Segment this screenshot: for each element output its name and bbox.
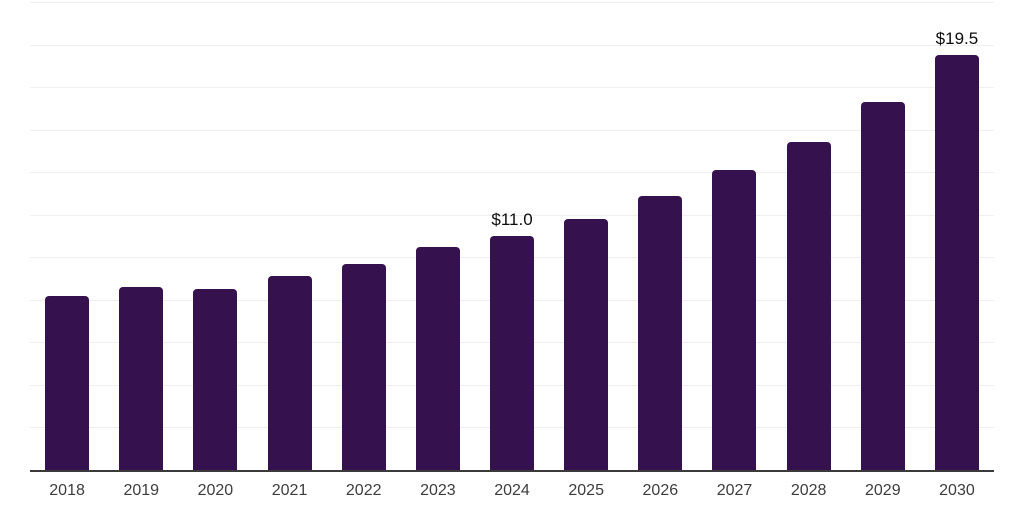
bar-slot-2024: $11.0 [475, 2, 549, 470]
x-tick-label-2019: 2019 [123, 482, 160, 499]
x-tick-label-2020: 2020 [197, 482, 234, 499]
gridline-14 [30, 172, 994, 174]
bar-slot-2025 [549, 2, 623, 470]
x-tick-label-2029: 2029 [865, 482, 901, 499]
bar-slot-2021 [252, 2, 326, 470]
bar-slot-2027 [697, 2, 771, 470]
bar-2026 [638, 195, 683, 470]
bar-slot-2020 [178, 2, 252, 470]
bar-2029 [860, 101, 905, 470]
bar-value-label-2024: $11.0 [491, 210, 533, 229]
bar-2022 [341, 263, 386, 470]
bar-2020 [193, 289, 238, 470]
x-tick-label-2018: 2018 [49, 482, 85, 499]
x-axis-labels: 2018 2019 2020 2021 2022 2023 2024 2025 2026 2027… [30, 482, 994, 500]
bar-slot-2022 [327, 2, 401, 470]
x-tick-label-2023: 2023 [420, 482, 456, 499]
bar-2018 [45, 295, 90, 470]
x-axis-line [30, 470, 994, 472]
gridline-20 [30, 44, 994, 46]
bar-slot-2029 [846, 2, 920, 470]
gridline-18 [30, 87, 994, 89]
x-tick-label-2021: 2021 [271, 482, 308, 499]
bar-2021 [267, 276, 312, 470]
bar-slot-2018 [30, 2, 104, 470]
plot-area: $11.0 $19.5 [30, 2, 994, 472]
bar-2027 [712, 170, 757, 470]
bar-slot-2030: $19.5 [920, 2, 994, 470]
bars-row: $11.0 $19.5 [30, 2, 994, 470]
x-tick-label-2024: 2024 [494, 482, 530, 499]
bar-2024 [490, 236, 535, 470]
bar-2028 [786, 142, 831, 470]
bar-value-label-2030: $19.5 [935, 29, 979, 49]
bar-slot-2026 [623, 2, 697, 470]
bar-2030 [934, 55, 979, 470]
bar-slot-2023 [401, 2, 475, 470]
x-tick-label-2030: 2030 [939, 482, 975, 499]
bar-slot-2019 [104, 2, 178, 470]
gridline-12 [30, 214, 994, 216]
x-tick-label-2025: 2025 [568, 482, 604, 499]
bar-2023 [415, 246, 460, 470]
x-tick-label-2022: 2022 [345, 482, 382, 499]
bar-slot-2028 [772, 2, 846, 470]
gridline-16 [30, 129, 994, 131]
bar-2019 [119, 287, 164, 470]
gridline-22 [30, 2, 994, 3]
bar-2025 [564, 218, 609, 470]
x-tick-label-2026: 2026 [642, 482, 679, 499]
x-tick-label-2028: 2028 [790, 482, 827, 499]
x-tick-label-2027: 2027 [716, 482, 753, 499]
